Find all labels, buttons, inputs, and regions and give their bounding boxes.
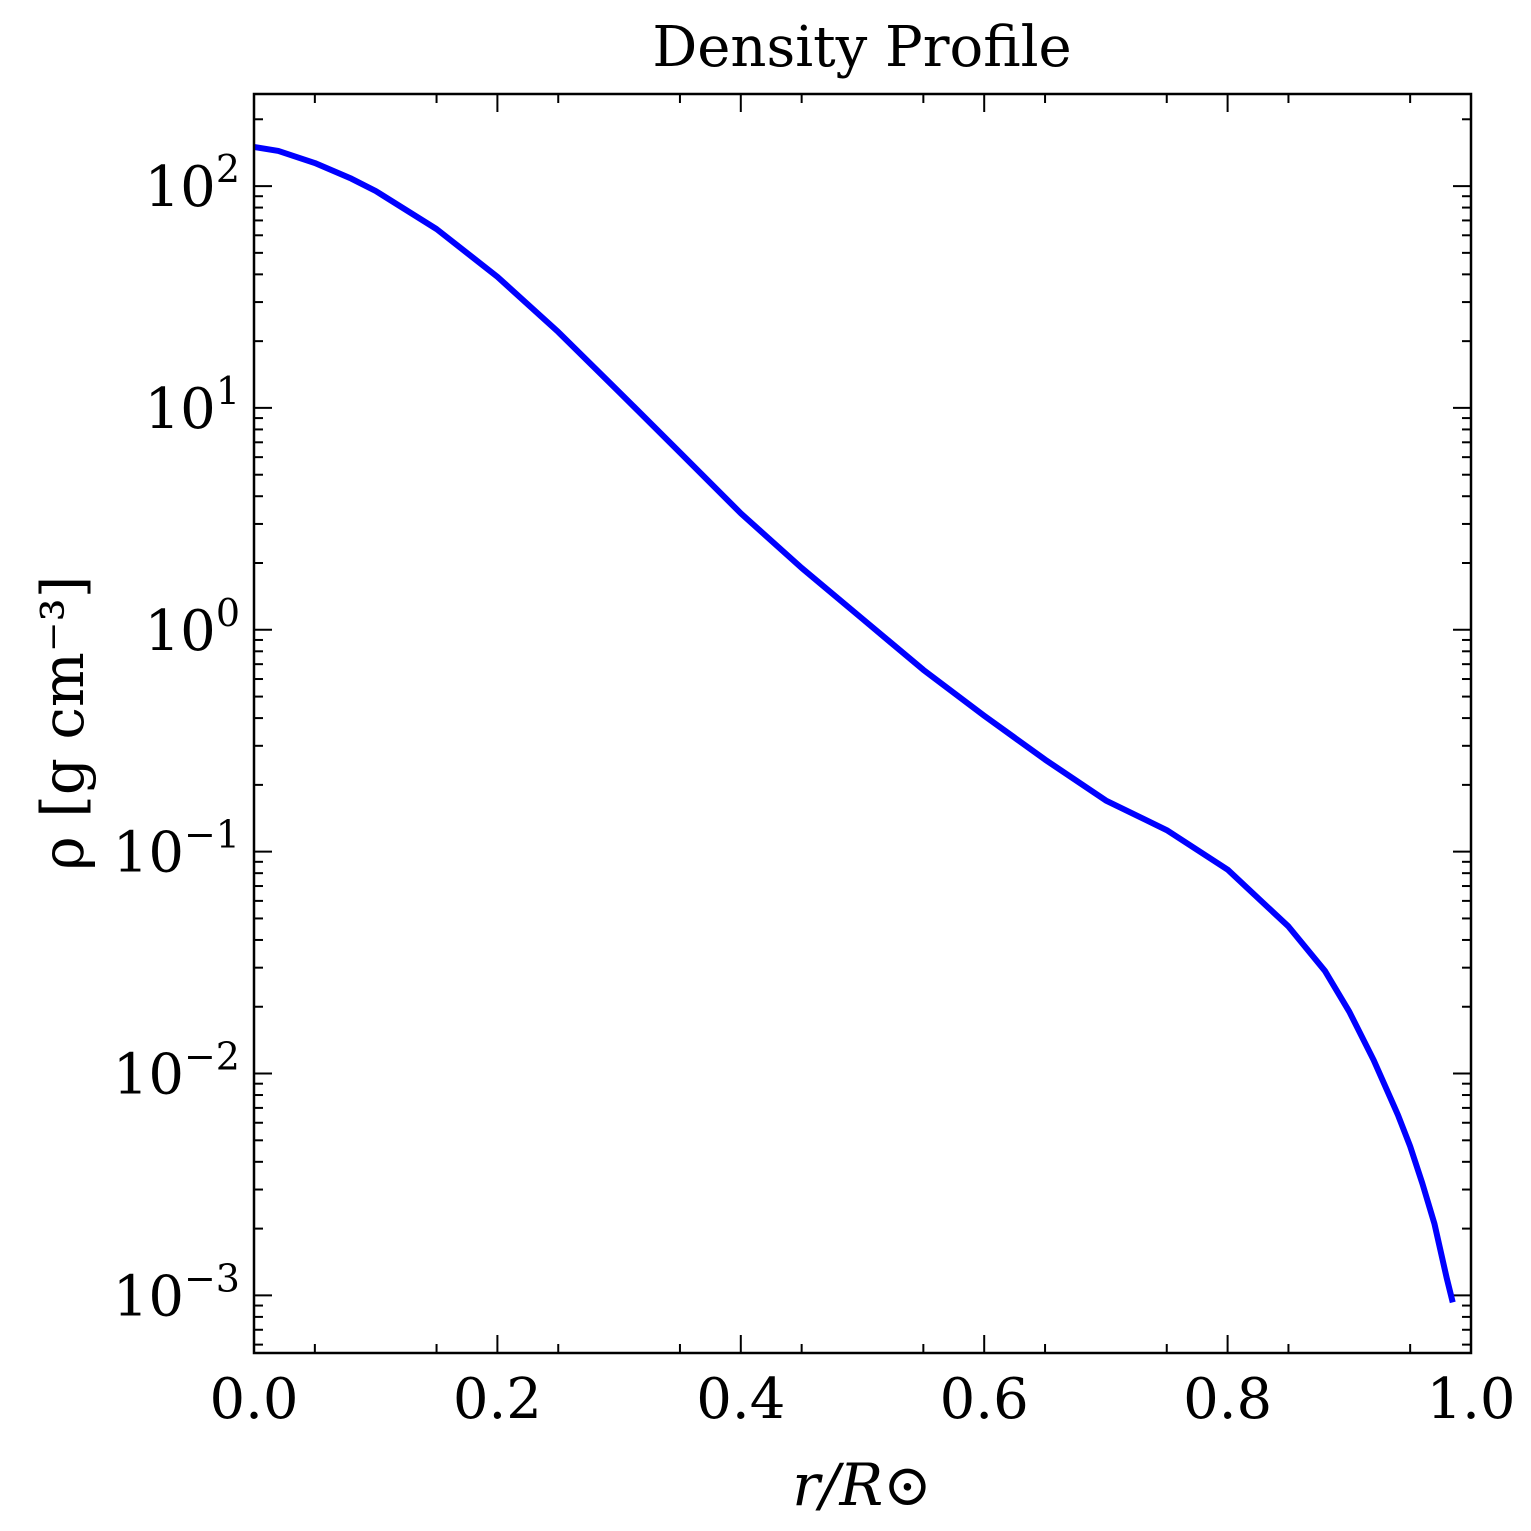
y-tick-label: 102 bbox=[145, 147, 240, 220]
x-axis-label: r/R⊙ bbox=[792, 1451, 932, 1519]
y-tick-label: 100 bbox=[145, 591, 240, 664]
y-axis-label: ρ [g cm⁻³] bbox=[29, 576, 97, 871]
labels-layer: 0.0 0.2 0.4 0.6 0.8 1.0 102 101 100 10−1 10−2 10−3 bbox=[113, 147, 1516, 1432]
ticks-layer bbox=[253, 94, 1472, 1353]
density-curve bbox=[253, 144, 1456, 1304]
plot-area-frame bbox=[252, 92, 1473, 1355]
y-tick-label: 10−1 bbox=[113, 813, 240, 886]
x-tick-label: 0.6 bbox=[940, 1367, 1029, 1432]
y-tick-label: 10−2 bbox=[113, 1035, 240, 1108]
y-tick-label: 101 bbox=[145, 369, 240, 442]
x-tick-label: 0.2 bbox=[453, 1367, 542, 1432]
chart-title: Density Profile bbox=[652, 15, 1071, 80]
x-tick-label: 0.4 bbox=[696, 1367, 785, 1432]
x-tick-label: 0.8 bbox=[1183, 1367, 1272, 1432]
y-tick-label: 10−3 bbox=[113, 1256, 240, 1329]
x-tick-label: 1.0 bbox=[1426, 1367, 1515, 1432]
x-tick-label: 0.0 bbox=[209, 1367, 298, 1432]
